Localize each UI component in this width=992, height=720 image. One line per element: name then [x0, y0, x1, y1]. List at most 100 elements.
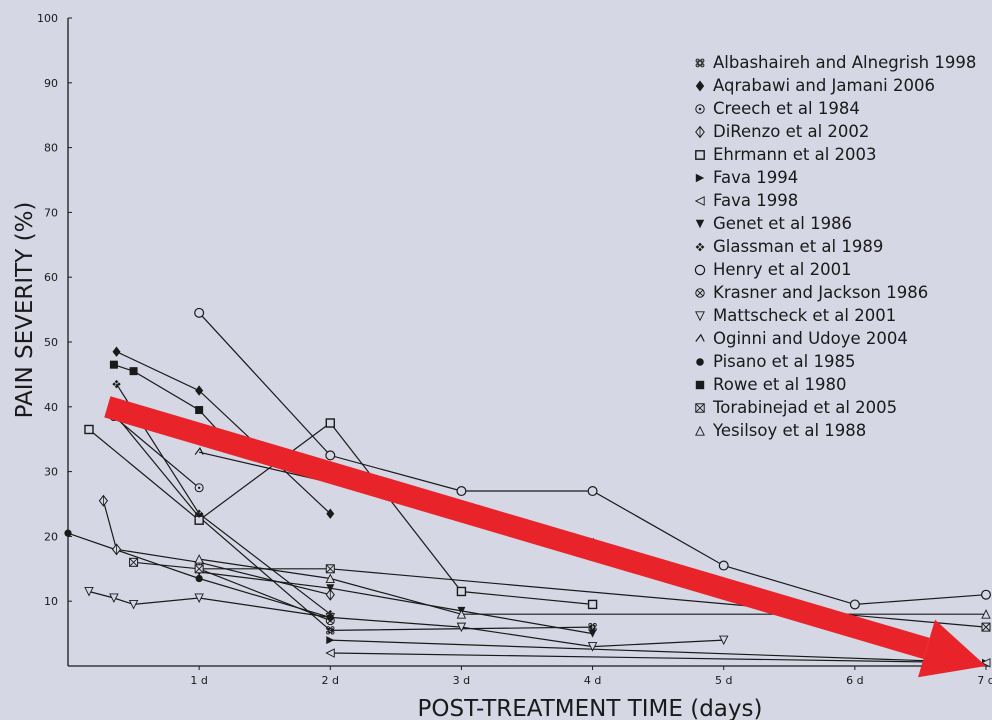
legend-marker-albashaireh-and-alnegrish-1998 [695, 58, 705, 68]
series-line-fava-1994 [330, 639, 987, 664]
y-tick-label: 70 [44, 206, 58, 219]
trend-arrow-shaft [104, 396, 930, 660]
data-point-mattscheck-et-al-2001 [718, 635, 729, 646]
legend-marker-ehrmann-et-al-2003 [695, 150, 705, 160]
data-point-ehrmann-et-al-2003 [84, 424, 94, 435]
data-point-henry-et-al-2001 [980, 589, 991, 600]
data-point-henry-et-al-2001 [718, 560, 729, 571]
y-tick-label: 30 [44, 466, 58, 479]
legend: Albashaireh and Alnegrish 1998 Aqrabawi a… [694, 53, 976, 440]
legend-marker-oginni-and-udoye-2004 [695, 333, 705, 342]
y-tick-label: 20 [44, 530, 58, 543]
x-tick-label: 2 d [322, 674, 339, 687]
legend-marker-direnzo-et-al-2002 [695, 125, 705, 139]
data-point-yesilsoy-et-al-1988 [194, 554, 204, 564]
data-point-mattscheck-et-al-2001 [587, 642, 598, 652]
data-point-mattscheck-et-al-2001 [109, 593, 119, 603]
data-point-torabinejad-et-al-2005 [981, 622, 991, 632]
legend-label-fava-1994: Fava 1994 [713, 168, 798, 187]
data-point-direnzo-et-al-2002 [111, 543, 122, 556]
data-point-mattscheck-et-al-2001 [456, 622, 467, 633]
legend-label-aqrabawi-and-jamani-2006: Aqrabawi and Jamani 2006 [713, 76, 935, 95]
legend-label-krasner-and-jackson-1986: Krasner and Jackson 1986 [713, 283, 928, 302]
legend-marker-fava-1998 [694, 196, 705, 206]
data-point-pisano-et-al-1985 [195, 574, 203, 583]
data-point-pisano-et-al-1985 [64, 529, 72, 537]
data-point-yesilsoy-et-al-1988 [325, 573, 336, 583]
legend-marker-torabinejad-et-al-2005 [695, 403, 705, 413]
x-tick-label: 7 d [977, 674, 992, 687]
legend-label-mattscheck-et-al-2001: Mattscheck et al 2001 [713, 306, 896, 325]
legend-label-albashaireh-and-alnegrish-1998: Albashaireh and Alnegrish 1998 [713, 53, 976, 72]
legend-marker-mattscheck-et-al-2001 [695, 311, 705, 322]
data-point-ehrmann-et-al-2003 [456, 586, 467, 597]
data-point-ehrmann-et-al-2003 [587, 599, 598, 610]
data-point-aqrabawi-and-jamani-2006 [112, 346, 121, 357]
legend-marker-rowe-et-al-1980 [695, 380, 705, 390]
data-point-fava-1994 [326, 636, 335, 645]
data-point-oginni-and-udoye-2004 [194, 447, 204, 455]
data-point-fava-1998 [325, 648, 335, 658]
data-point-aqrabawi-and-jamani-2006 [195, 385, 204, 396]
y-tick-label: 60 [44, 271, 58, 284]
series-line-krasner-and-jackson-1986 [198, 568, 331, 622]
data-point-mattscheck-et-al-2001 [194, 593, 204, 603]
legend-label-henry-et-al-2001: Henry et al 2001 [713, 260, 852, 279]
y-tick-label: 10 [44, 595, 58, 608]
series-line-yesilsoy-et-al-1988 [199, 558, 986, 615]
y-tick-label: 40 [44, 401, 58, 414]
data-point-torabinejad-et-al-2005 [129, 557, 139, 567]
data-point-ehrmann-et-al-2003 [325, 418, 335, 428]
data-point-henry-et-al-2001 [194, 307, 205, 318]
legend-label-pisano-et-al-1985: Pisano et al 1985 [713, 352, 855, 371]
legend-marker-pisano-et-al-1985 [696, 358, 704, 366]
data-point-rowe-et-al-1980 [109, 360, 118, 369]
y-tick-label: 90 [44, 77, 58, 90]
legend-label-ehrmann-et-al-2003: Ehrmann et al 2003 [713, 145, 877, 164]
data-point-rowe-et-al-1980 [129, 367, 138, 376]
data-point-yesilsoy-et-al-1988 [981, 609, 991, 619]
data-point-torabinejad-et-al-2005 [325, 564, 335, 574]
legend-marker-henry-et-al-2001 [694, 264, 706, 276]
legend-label-oginni-and-udoye-2004: Oginni and Udoye 2004 [713, 329, 908, 348]
trend-arrow-group [104, 396, 986, 678]
data-point-genet-et-al-1986 [326, 584, 335, 593]
x-axis-title: POST-TREATMENT TIME (days) [418, 696, 763, 720]
legend-label-glassman-et-al-1989: Glassman et al 1989 [713, 237, 883, 256]
data-point-creech-et-al-1984 [194, 483, 204, 493]
legend-marker-krasner-and-jackson-1986 [695, 288, 705, 298]
legend-marker-yesilsoy-et-al-1988 [695, 425, 705, 436]
data-point-henry-et-al-2001 [456, 486, 467, 497]
data-point-henry-et-al-2001 [587, 486, 598, 497]
legend-label-yesilsoy-et-al-1988: Yesilsoy et al 1988 [712, 421, 866, 440]
y-axis-title: PAIN SEVERITY (%) [12, 202, 38, 419]
data-point-genet-et-al-1986 [588, 629, 597, 638]
legend-marker-creech-et-al-1984 [695, 104, 705, 114]
x-tick-label: 1 d [190, 674, 207, 687]
data-point-mattscheck-et-al-2001 [84, 587, 94, 597]
legend-marker-genet-et-al-1986 [695, 219, 705, 229]
legend-label-fava-1998: Fava 1998 [713, 191, 798, 210]
data-point-rowe-et-al-1980 [195, 406, 204, 415]
axes: 10 20 30 40 50 60 70 80 90 100 1 d 2 d 3 d 4 d 5 d 6 d 7… [37, 12, 992, 687]
x-tick-label: 6 d [846, 674, 863, 687]
series-markers [64, 307, 991, 668]
series-line-mattscheck-et-al-2001 [88, 590, 724, 648]
data-point-torabinejad-et-al-2005 [194, 564, 204, 574]
y-tick-label: 50 [44, 336, 58, 349]
legend-label-rowe-et-al-1980: Rowe et al 1980 [713, 375, 847, 394]
legend-marker-fava-1994 [695, 173, 705, 183]
data-point-aqrabawi-and-jamani-2006 [326, 508, 335, 519]
data-point-fava-1998 [980, 658, 991, 668]
y-tick-label: 100 [37, 12, 58, 25]
x-tick-label: 3 d [453, 674, 470, 687]
series-line-genet-et-al-1986 [199, 571, 593, 635]
data-point-yesilsoy-et-al-1988 [456, 609, 467, 619]
legend-label-creech-et-al-1984: Creech et al 1984 [713, 99, 860, 118]
legend-label-genet-et-al-1986: Genet et al 1986 [713, 214, 852, 233]
x-tick-label: 4 d [584, 674, 601, 687]
data-point-glassman-et-al-1989 [112, 379, 121, 389]
series-line-fava-1998 [330, 652, 987, 664]
